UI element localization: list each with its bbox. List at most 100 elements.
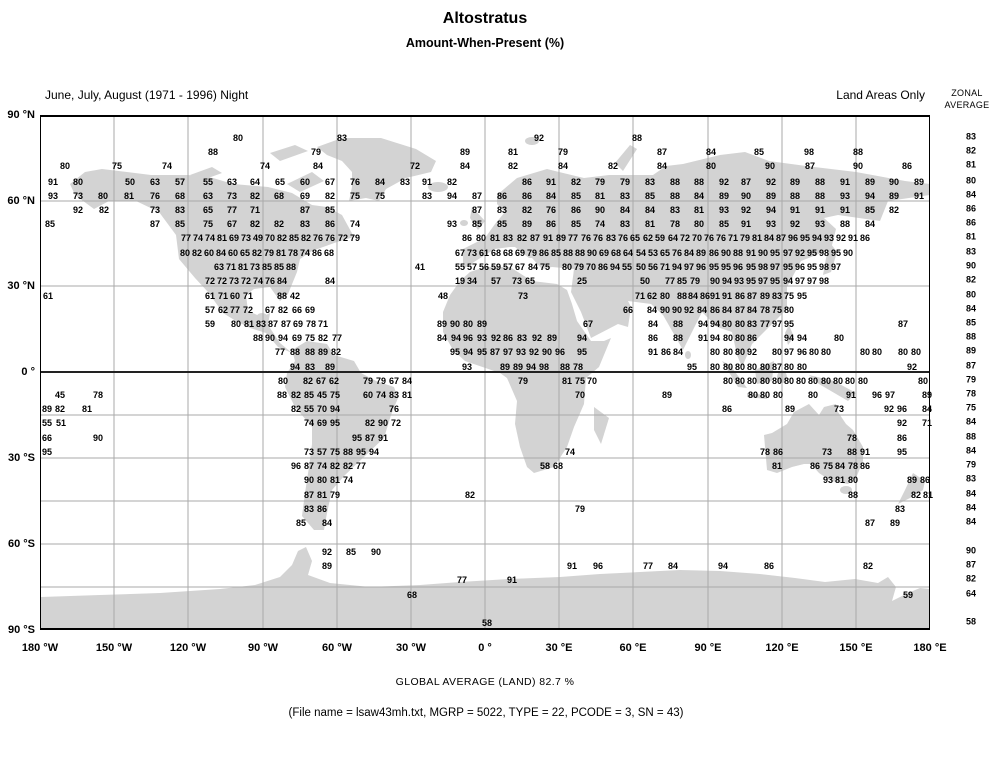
grid-value: 89: [889, 191, 900, 202]
grid-value: 97: [783, 248, 794, 259]
grid-value: 73: [250, 262, 261, 273]
grid-value: 74: [595, 219, 606, 230]
grid-value: 90: [843, 248, 854, 259]
grid-value: 82: [192, 248, 203, 259]
grid-value: 58: [540, 461, 551, 472]
grid-value: 57: [491, 276, 502, 287]
grid-value: 72: [217, 276, 228, 287]
grid-value: 88: [575, 248, 586, 259]
grid-value: 94: [797, 333, 808, 344]
grid-value: 75: [350, 191, 361, 202]
grid-value: 74: [253, 276, 264, 287]
zonal-average-value: 64: [966, 588, 977, 599]
lat-tick-label: 60 °N: [7, 195, 35, 207]
grid-value: 87: [735, 305, 746, 316]
grid-value: 79: [350, 233, 361, 244]
file-footnote: (File name = lsaw43mh.txt, MGRP = 5022, …: [288, 707, 684, 719]
zonal-average-header: ZONAL AVERAGE: [938, 87, 996, 111]
grid-value: 96: [291, 461, 302, 472]
grid-value: 81: [402, 390, 413, 401]
grid-value: 97: [503, 347, 514, 358]
grid-value: 95: [807, 262, 818, 273]
grid-value: 89: [522, 219, 533, 230]
grid-value: 89: [325, 362, 336, 373]
zonal-average-value: 87: [966, 360, 977, 371]
lon-tick-label: 60 °E: [619, 642, 647, 654]
grid-value: 81: [82, 404, 93, 415]
grid-value: 56: [479, 262, 490, 273]
grid-value: 71: [635, 291, 646, 302]
grid-value: 82: [522, 205, 533, 216]
grid-value: 85: [274, 262, 285, 273]
grid-value: 87: [741, 177, 752, 188]
grid-value: 86: [522, 191, 533, 202]
grid-value: 68: [611, 248, 622, 259]
zonal-average-value: 85: [966, 317, 977, 328]
grid-value: 84: [558, 161, 569, 172]
grid-value: 80: [772, 376, 783, 387]
grid-value: 81: [923, 490, 934, 501]
grid-value: 79: [363, 376, 374, 387]
grid-value: 63: [214, 262, 225, 273]
grid-value: 80: [180, 248, 191, 259]
grid-value: 86: [722, 404, 733, 415]
grid-value: 59: [655, 233, 666, 244]
grid-value: 77: [356, 461, 367, 472]
grid-value: 87: [472, 205, 483, 216]
grid-value: 60: [230, 291, 241, 302]
grid-value: 91: [567, 561, 578, 572]
grid-value: 73: [834, 404, 845, 415]
grid-value: 60: [204, 248, 215, 259]
grid-value: 94: [330, 404, 341, 415]
grid-value: 80: [796, 376, 807, 387]
grid-value: 82: [318, 333, 329, 344]
grid-value: 91: [840, 205, 851, 216]
grid-value: 49: [253, 233, 264, 244]
grid-value: 80: [723, 376, 734, 387]
grid-value: 81: [244, 319, 255, 330]
zonal-average-value: 90: [966, 260, 977, 271]
grid-value: 48: [438, 291, 449, 302]
grid-value: 60: [300, 177, 311, 188]
grid-value: 69: [300, 191, 311, 202]
grid-value: 85: [296, 518, 307, 529]
grid-value: 89: [477, 319, 488, 330]
grid-value: 94: [526, 362, 537, 373]
grid-value: 95: [746, 276, 757, 287]
grid-value: 93: [823, 475, 834, 486]
grid-value: 76: [389, 404, 400, 415]
grid-value: 80: [233, 133, 244, 144]
grid-value: 87: [776, 233, 787, 244]
grid-value: 68: [175, 191, 186, 202]
grid-value: 88: [847, 447, 858, 458]
grid-value: 72: [205, 276, 216, 287]
grid-value: 92: [897, 418, 908, 429]
grid-value: 81: [694, 205, 705, 216]
grid-value: 82: [608, 161, 619, 172]
grid-value: 84: [528, 262, 539, 273]
grid-value: 89: [760, 291, 771, 302]
grid-value: 82: [250, 191, 261, 202]
grid-value: 92: [766, 177, 777, 188]
grid-value: 81: [276, 248, 287, 259]
grid-value: 92: [884, 404, 895, 415]
grid-value: 93: [462, 362, 473, 373]
grid-value: 89: [513, 362, 524, 373]
zonal-average-value: 80: [966, 175, 977, 186]
grid-value: 68: [407, 590, 418, 601]
grid-value: 84: [706, 147, 717, 158]
grid-value: 80: [834, 333, 845, 344]
grid-value: 95: [800, 233, 811, 244]
grid-value: 86: [539, 248, 550, 259]
grid-value: 87: [898, 319, 909, 330]
grid-value: 77: [457, 575, 468, 586]
grid-value: 96: [555, 347, 566, 358]
grid-value: 91: [722, 291, 733, 302]
grid-value: 75: [375, 191, 386, 202]
grid-value: 80: [735, 376, 746, 387]
grid-value: 80: [808, 376, 819, 387]
zonal-header-line2: AVERAGE: [944, 100, 990, 110]
grid-value: 89: [865, 177, 876, 188]
grid-value: 82: [274, 219, 285, 230]
season-label: June, July, August (1971 - 1996) Night: [45, 88, 249, 102]
